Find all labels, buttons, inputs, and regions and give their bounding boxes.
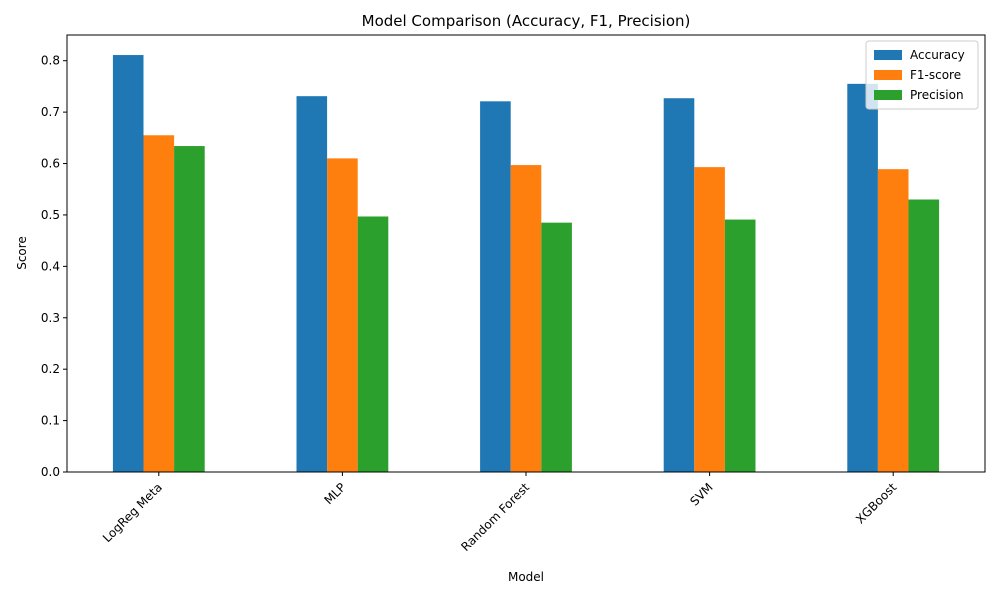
chart-title: Model Comparison (Accuracy, F1, Precisio… xyxy=(362,12,691,30)
bar-accuracy xyxy=(847,83,878,472)
y-tick-label: 0.1 xyxy=(41,414,60,428)
legend: Accuracy F1-score Precision xyxy=(865,40,979,110)
x-tick-label: LogReg Meta xyxy=(100,480,165,545)
bar-precision xyxy=(541,222,572,472)
y-tick-label: 0.5 xyxy=(41,208,60,222)
y-axis-ticks: 0.0 0.1 0.2 0.3 0.4 0.5 0.6 0.7 0.8 xyxy=(41,54,67,479)
legend-entry: Accuracy xyxy=(910,48,965,62)
y-tick-label: 0.6 xyxy=(41,157,60,171)
bar-precision xyxy=(174,146,205,472)
legend-entry: Precision xyxy=(910,88,964,102)
legend-entry: F1-score xyxy=(910,68,961,82)
x-tick-label: Random Forest xyxy=(458,480,532,554)
bar-accuracy xyxy=(296,96,328,473)
y-tick-label: 0.0 xyxy=(41,465,60,479)
y-axis-label: Score xyxy=(15,236,29,270)
bar-f1-score xyxy=(694,167,725,472)
y-tick-label: 0.7 xyxy=(41,105,60,119)
bar-precision xyxy=(724,219,756,472)
legend-swatch xyxy=(874,50,902,60)
x-tick-label: SVM xyxy=(687,480,715,508)
bars xyxy=(112,55,940,473)
bar-accuracy xyxy=(112,55,144,472)
x-tick-label: XGBoost xyxy=(853,480,899,526)
bar-f1-score xyxy=(327,158,358,472)
bar-f1-score xyxy=(143,135,175,473)
y-tick-label: 0.3 xyxy=(41,311,60,325)
y-tick-label: 0.2 xyxy=(41,362,60,376)
bar-precision xyxy=(357,216,389,472)
bar-f1-score xyxy=(877,169,909,473)
x-axis-label: Model xyxy=(508,570,544,584)
y-tick-label: 0.4 xyxy=(41,259,60,273)
y-tick-label: 0.8 xyxy=(41,54,60,68)
legend-swatch xyxy=(874,70,902,80)
bar-f1-score xyxy=(510,165,542,472)
x-tick-label: MLP xyxy=(321,480,348,507)
x-axis-ticks: LogReg Meta MLP Random Forest SVM XGBoost xyxy=(100,472,900,554)
bar-accuracy xyxy=(663,98,695,472)
bar-accuracy xyxy=(480,101,511,473)
plot-frame xyxy=(66,34,986,473)
legend-swatch xyxy=(874,90,902,100)
bar-precision xyxy=(908,199,940,473)
